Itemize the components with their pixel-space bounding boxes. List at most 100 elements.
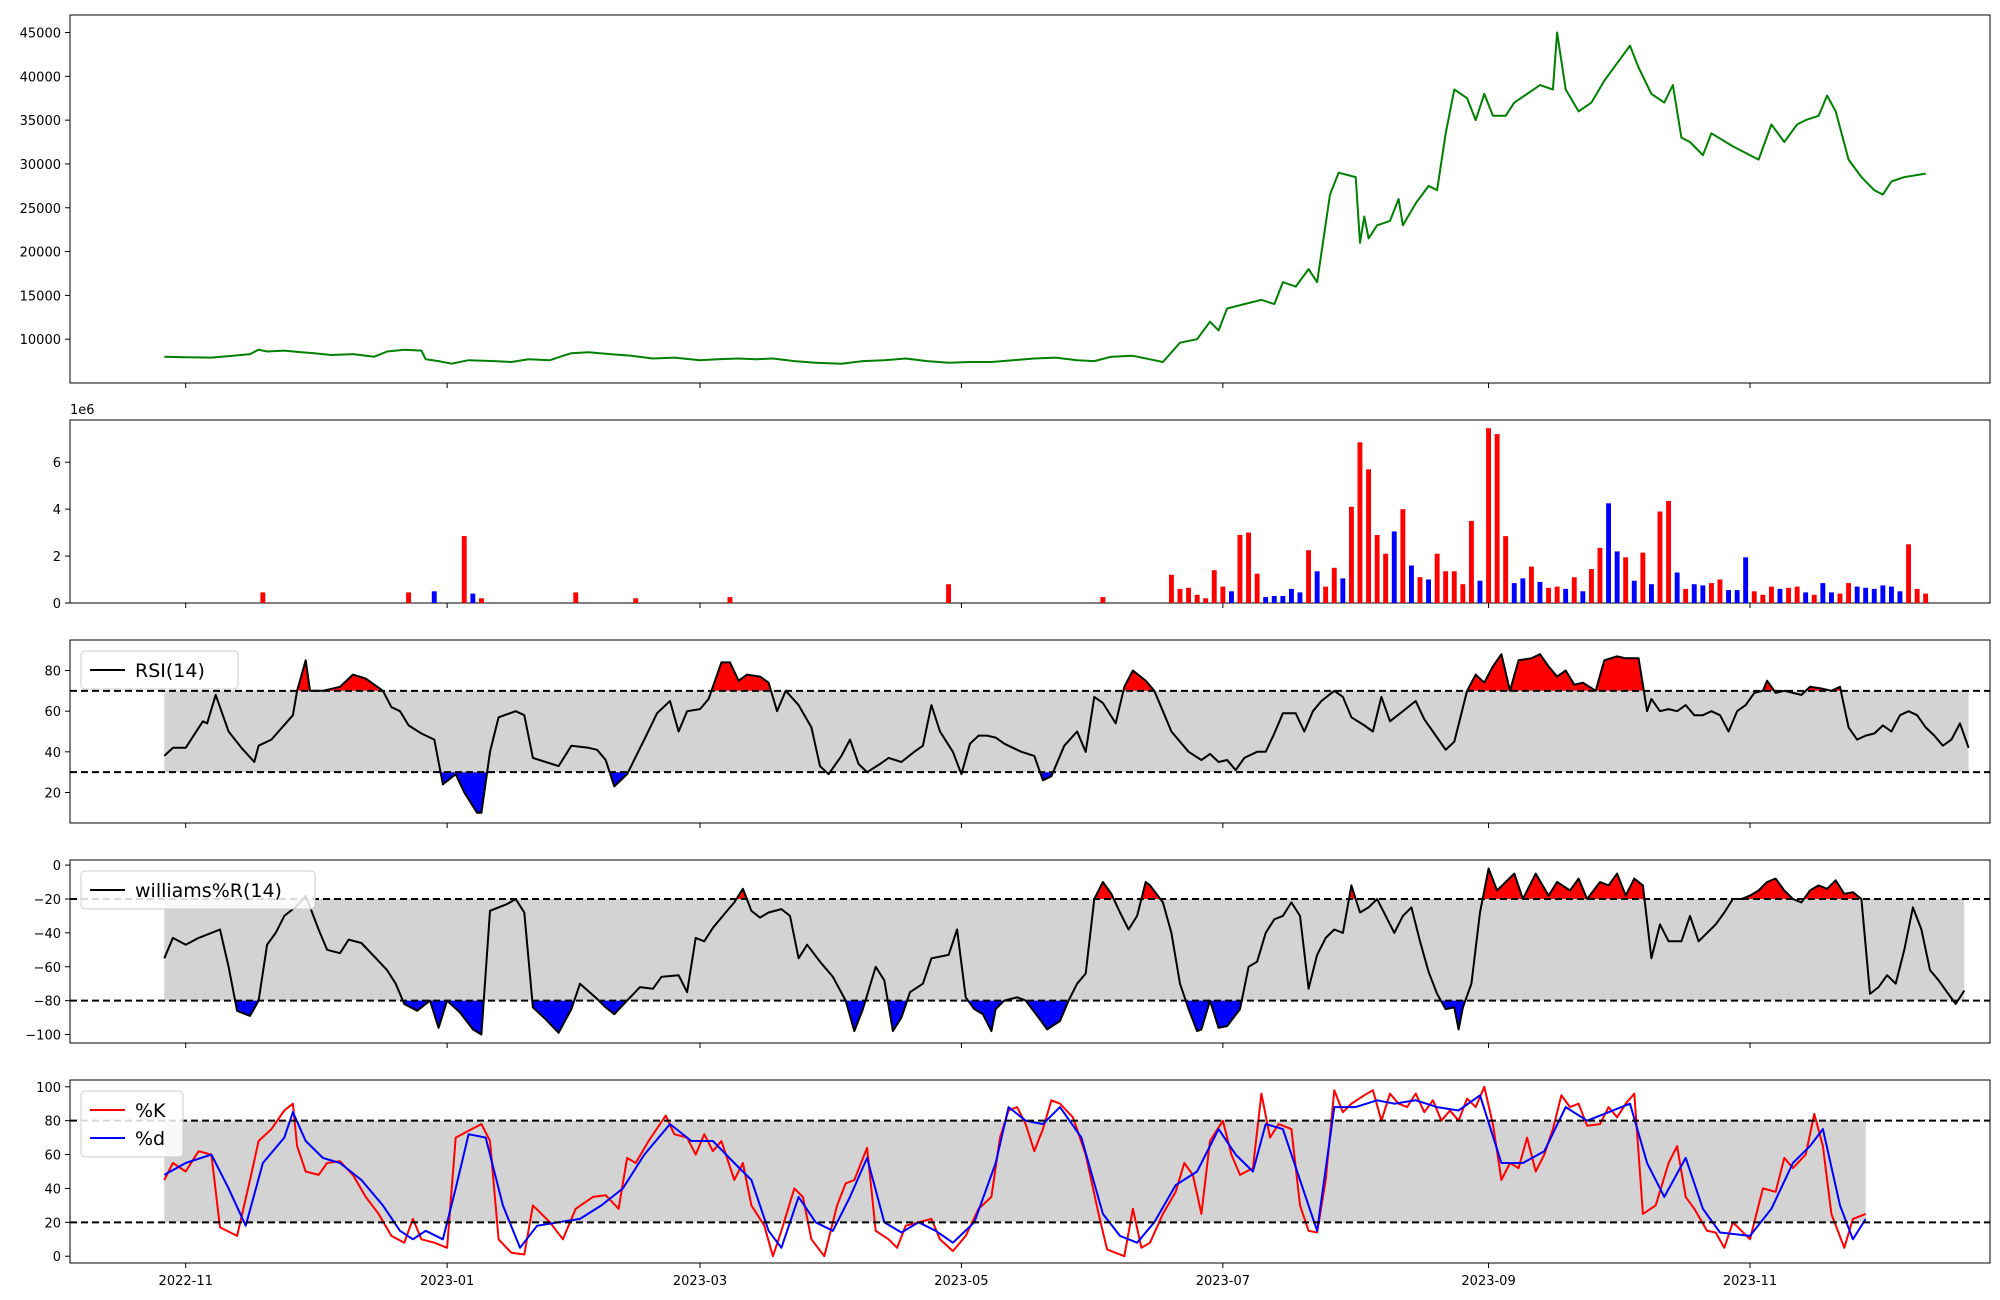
volume-bar xyxy=(1777,588,1783,603)
y-tick-label: 40000 xyxy=(20,70,61,85)
volume-bar xyxy=(1306,550,1311,603)
overbought-fill-group xyxy=(302,868,1862,899)
y-tick-label: 0 xyxy=(53,859,61,874)
volume-bar xyxy=(1520,578,1526,603)
price-panel: 10000 15000 20000 25000 30000 35000 40000 45000 xyxy=(20,14,1991,388)
volume-bar xyxy=(1434,553,1440,603)
overbought-fill xyxy=(1595,656,1644,691)
y-tick-label: 10000 xyxy=(20,333,61,348)
axes-frame xyxy=(69,639,1991,824)
legend-box xyxy=(80,870,316,910)
volume-bar xyxy=(1683,588,1689,603)
volume-bar xyxy=(1846,583,1851,603)
volume-bar xyxy=(1323,586,1329,603)
y-tick-label: 35000 xyxy=(20,114,61,129)
oversold-fill xyxy=(1210,1000,1242,1028)
volume-bar xyxy=(1597,547,1603,603)
volume-bar xyxy=(1631,580,1637,603)
x-tick-label: 2023-07 xyxy=(1196,1274,1250,1289)
volume-bar xyxy=(1880,585,1886,603)
y-tick-label: 60 xyxy=(44,705,61,720)
volume-bar xyxy=(1863,587,1869,604)
volume-bar xyxy=(1194,594,1200,603)
volume-bar xyxy=(461,536,467,603)
overbought-fill xyxy=(711,662,771,691)
volume-bar xyxy=(1229,591,1234,603)
volume-bar xyxy=(1366,469,1371,603)
volume-bar xyxy=(1314,571,1320,603)
overbought-fill xyxy=(322,674,383,691)
oversold-fill-group xyxy=(440,772,1054,813)
y-tick-label: 6 xyxy=(53,456,61,471)
volume-bar xyxy=(1589,569,1594,603)
volume-bar xyxy=(573,592,579,603)
x-tick-label: 2022-11 xyxy=(159,1274,213,1289)
volume-bar xyxy=(1614,551,1620,603)
volume-bar xyxy=(1657,511,1663,603)
y-tick-label: 80 xyxy=(44,665,61,680)
y-tick-label: 45000 xyxy=(20,27,61,42)
volume-bar xyxy=(1409,565,1414,603)
volume-bar xyxy=(1906,544,1911,603)
y-tick-label: 4 xyxy=(53,503,61,518)
oversold-fill-group xyxy=(235,1000,1958,1035)
volume-bar xyxy=(1854,586,1860,603)
volume-bar xyxy=(1203,598,1209,603)
volume-bar xyxy=(1923,593,1929,603)
volume-bar xyxy=(1211,570,1217,603)
volume-bar xyxy=(479,598,484,603)
volume-bar xyxy=(1726,590,1731,603)
rsi-line xyxy=(163,653,1970,814)
volume-bar xyxy=(1331,567,1337,603)
axes-frame xyxy=(69,1079,1991,1264)
volume-bar xyxy=(1571,577,1577,603)
volume-bar xyxy=(1914,588,1920,603)
volume-panel: 0 2 4 6 1e6 xyxy=(53,403,1991,612)
y-tick-label: −80 xyxy=(34,995,61,1010)
oversold-fill xyxy=(609,772,629,787)
legend-box xyxy=(80,1090,184,1158)
volume-bar xyxy=(1426,579,1431,603)
volume-bar xyxy=(1820,583,1826,603)
volume-bar xyxy=(1177,588,1183,603)
volume-bar xyxy=(1837,593,1843,603)
volume-bar xyxy=(1469,520,1474,603)
volume-bar xyxy=(1760,594,1766,603)
y-tick-label: 30000 xyxy=(20,158,61,173)
volume-bar xyxy=(1100,597,1106,603)
volume-bar xyxy=(1186,587,1191,604)
volume-bar xyxy=(1674,572,1680,603)
x-tick-label: 2023-09 xyxy=(1461,1274,1515,1289)
y-tick-label: −40 xyxy=(34,927,61,942)
volume-bar xyxy=(1486,428,1491,603)
overbought-fill xyxy=(1141,882,1161,899)
volume-bar xyxy=(1503,536,1509,603)
volume-bar xyxy=(1811,594,1817,603)
y-tick-label: 60 xyxy=(44,1149,61,1164)
volume-bar xyxy=(431,591,437,603)
y-tick-label: 25000 xyxy=(20,202,61,217)
y-tick-label: 15000 xyxy=(20,289,61,304)
legend-label: %d xyxy=(135,1128,165,1150)
volume-bar xyxy=(1897,591,1903,603)
williams-panel: −100 −80 −60 −40 −20 0 williams%R(14) xyxy=(25,859,1991,1048)
y-tick-label: 20000 xyxy=(20,246,61,261)
volume-bar xyxy=(1374,535,1380,603)
volume-bar xyxy=(470,593,476,603)
overbought-fill xyxy=(1587,873,1645,899)
volume-bar xyxy=(1383,553,1389,603)
y-tick-label: 40 xyxy=(44,746,61,761)
volume-bar xyxy=(1803,592,1809,603)
volume-bar xyxy=(1794,586,1800,603)
legend-label: %K xyxy=(135,1100,166,1122)
volume-bar xyxy=(1769,586,1774,603)
volume-bar xyxy=(1349,506,1354,603)
volume-bar xyxy=(1580,591,1586,603)
legend-label: RSI(14) xyxy=(135,660,205,682)
volume-bar xyxy=(1391,531,1397,603)
overbought-fill xyxy=(1467,654,1510,691)
volume-bar xyxy=(1169,574,1174,603)
y-tick-label: −60 xyxy=(34,961,61,976)
x-tick-label: 2023-01 xyxy=(420,1274,474,1289)
volume-bar xyxy=(1451,571,1457,603)
